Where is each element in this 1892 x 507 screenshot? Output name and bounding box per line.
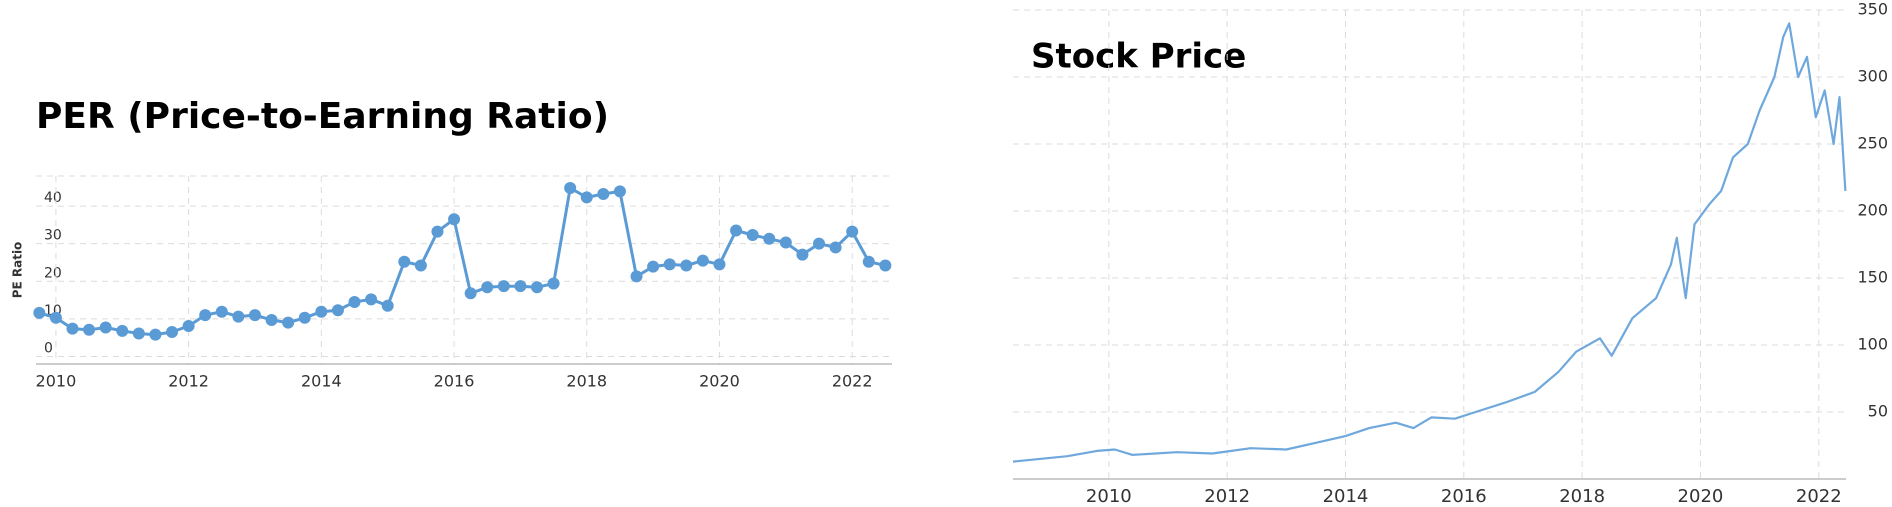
data-point <box>497 280 510 293</box>
data-point <box>132 327 145 340</box>
x-tick-label: 2012 <box>168 372 209 391</box>
data-point <box>597 188 610 201</box>
data-point <box>414 259 427 272</box>
data-point <box>796 248 809 261</box>
data-point <box>846 225 859 238</box>
data-line <box>38 186 886 337</box>
data-point <box>398 255 411 268</box>
data-point <box>530 281 543 294</box>
data-point <box>33 306 46 319</box>
y-tick-label: 40 <box>44 190 62 206</box>
data-point <box>166 326 179 339</box>
y-tick-label: 300 <box>1857 67 1888 86</box>
data-point <box>663 258 676 271</box>
x-tick-label: 2014 <box>301 372 342 391</box>
data-point <box>199 309 212 322</box>
data-point <box>49 311 62 324</box>
x-tick-label: 2016 <box>1441 486 1487 507</box>
data-point <box>879 259 892 272</box>
data-point <box>547 277 560 290</box>
x-tick-label: 2010 <box>36 372 77 391</box>
y-tick-label: 200 <box>1857 201 1888 220</box>
y-tick-label: 50 <box>1868 402 1888 421</box>
x-tick-label: 2022 <box>832 372 873 391</box>
data-point <box>464 287 477 300</box>
y-tick-label: 150 <box>1857 268 1888 287</box>
data-point <box>232 310 245 323</box>
data-point <box>862 255 875 268</box>
data-point <box>564 182 577 195</box>
data-point <box>481 281 494 294</box>
data-point <box>298 311 311 324</box>
x-tick-label: 2016 <box>434 372 475 391</box>
data-point <box>730 224 743 237</box>
data-point <box>613 185 626 198</box>
x-tick-label: 2014 <box>1323 486 1369 507</box>
x-tick-label: 2012 <box>1204 486 1250 507</box>
data-point <box>365 293 378 306</box>
data-point <box>431 225 444 238</box>
data-point <box>83 323 96 336</box>
y-axis-label: PE Ratio <box>11 242 25 299</box>
y-tick-label: 30 <box>44 228 62 244</box>
data-point <box>448 213 461 226</box>
data-point <box>215 305 228 318</box>
y-tick-label: 350 <box>1857 0 1888 19</box>
data-point <box>779 236 792 249</box>
chart-title: PER (Price-to-Earning Ratio) <box>36 96 609 137</box>
data-point <box>680 259 693 272</box>
data-point <box>248 309 261 322</box>
x-tick-label: 2020 <box>1678 486 1724 507</box>
data-point <box>182 320 195 333</box>
data-point <box>514 280 527 293</box>
data-point <box>696 254 709 267</box>
x-tick-label: 2018 <box>1559 486 1605 507</box>
y-tick-label: 100 <box>1857 335 1888 354</box>
data-point <box>66 322 79 335</box>
data-line <box>1012 22 1847 463</box>
data-point <box>282 316 295 329</box>
data-point <box>315 305 328 318</box>
data-point <box>713 258 726 271</box>
data-point <box>746 229 759 242</box>
data-point <box>149 328 162 341</box>
data-point <box>829 241 842 254</box>
y-tick-label: 0 <box>44 340 53 356</box>
data-point <box>647 260 660 273</box>
data-point <box>763 232 776 245</box>
y-tick-label: 250 <box>1857 134 1888 153</box>
data-point <box>630 270 643 283</box>
y-tick-label: 20 <box>44 265 62 281</box>
chart-title: Stock Price <box>1031 37 1246 77</box>
data-point <box>813 237 826 250</box>
data-point <box>331 304 344 317</box>
x-tick-label: 2010 <box>1086 486 1132 507</box>
data-point <box>99 321 112 334</box>
x-tick-label: 2020 <box>699 372 740 391</box>
data-point <box>348 295 361 308</box>
data-point <box>381 299 394 312</box>
data-point <box>580 191 593 204</box>
data-point <box>116 324 129 337</box>
x-tick-label: 2022 <box>1796 486 1842 507</box>
x-tick-label: 2018 <box>566 372 607 391</box>
data-point <box>265 314 278 327</box>
